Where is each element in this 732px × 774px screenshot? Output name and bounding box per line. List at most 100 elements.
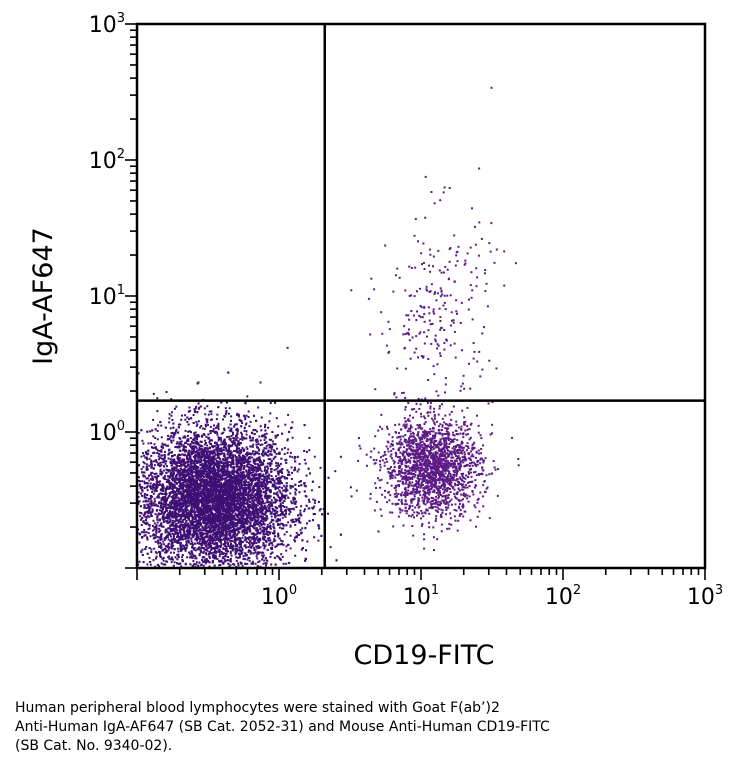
event-dot <box>148 457 151 460</box>
event-dot <box>176 441 179 444</box>
event-dot <box>251 445 254 448</box>
event-dot <box>173 468 176 471</box>
event-dot <box>151 491 154 493</box>
event-dot <box>247 498 250 501</box>
event-dot <box>150 503 153 506</box>
event-dot <box>226 469 229 471</box>
event-dot <box>261 554 264 557</box>
event-dot <box>150 513 153 516</box>
event-dot <box>268 494 271 497</box>
event-dot <box>159 468 162 471</box>
event-dot <box>264 468 267 471</box>
event-dot <box>202 551 205 554</box>
event-dot <box>141 439 144 442</box>
event-dot <box>158 524 161 527</box>
event-dot <box>241 536 244 539</box>
event-dot <box>172 439 175 442</box>
event-dot <box>162 563 165 566</box>
event-dot <box>281 493 284 496</box>
event-dot <box>187 485 190 488</box>
event-dot <box>165 549 168 552</box>
event-dot <box>227 449 230 452</box>
event-dot <box>161 483 164 486</box>
event-dot <box>199 538 202 541</box>
event-dot <box>191 448 194 451</box>
event-dot <box>264 485 267 487</box>
event-dot <box>188 510 191 513</box>
event-dot <box>229 524 232 526</box>
event-dot <box>234 423 236 426</box>
event-dot <box>236 532 239 535</box>
event-dot <box>181 519 184 522</box>
event-dot <box>263 478 266 481</box>
event-dot <box>161 508 164 511</box>
event-dot <box>222 459 225 462</box>
event-dot <box>154 540 157 543</box>
event-dot <box>223 552 226 555</box>
event-dot <box>194 407 197 410</box>
event-dot <box>152 418 155 421</box>
event-dot <box>255 478 258 480</box>
event-dot <box>138 483 141 486</box>
event-dot <box>159 492 162 495</box>
event-dot <box>281 513 284 516</box>
event-dot <box>252 508 255 511</box>
event-dot <box>154 551 157 554</box>
event-dot <box>170 439 172 442</box>
event-dot <box>249 550 252 553</box>
event-dot <box>243 520 246 523</box>
event-dot <box>271 505 274 508</box>
event-dot <box>191 544 194 547</box>
event-dot <box>259 496 261 499</box>
event-dot <box>221 483 224 486</box>
event-dot <box>233 527 235 530</box>
event-dot <box>285 494 288 497</box>
event-dot <box>245 433 248 436</box>
event-dot <box>153 497 156 500</box>
event-dot <box>281 486 284 489</box>
event-dot <box>294 523 297 526</box>
event-dot <box>191 534 194 536</box>
event-dot <box>205 498 208 501</box>
event-dot <box>220 440 223 443</box>
event-dot <box>251 480 254 483</box>
event-dot <box>180 542 182 545</box>
event-dot <box>173 561 176 564</box>
event-dot <box>204 544 207 547</box>
event-dot <box>201 427 204 430</box>
event-dot <box>207 539 210 541</box>
event-dot <box>172 475 175 477</box>
event-dot <box>227 509 230 512</box>
event-dot <box>306 450 308 453</box>
event-dot <box>238 442 241 445</box>
event-dot <box>149 430 152 433</box>
event-dot <box>220 498 223 501</box>
event-dot <box>202 504 205 507</box>
event-dot <box>203 550 206 553</box>
event-dot <box>183 495 186 498</box>
event-dot <box>229 552 232 555</box>
event-dot <box>183 498 186 501</box>
event-dot <box>175 464 178 467</box>
event-dot <box>172 501 175 504</box>
event-dot <box>237 494 240 497</box>
event-dot <box>276 555 279 558</box>
event-dot <box>169 436 172 439</box>
event-dot <box>188 541 190 544</box>
event-dot <box>259 444 262 447</box>
event-dot <box>272 477 274 480</box>
event-dot <box>229 445 232 448</box>
event-dot <box>166 513 169 516</box>
event-dot <box>234 545 237 548</box>
event-dot <box>193 526 196 529</box>
event-dot <box>165 551 168 554</box>
event-dot <box>232 463 235 466</box>
event-dot <box>152 492 155 495</box>
event-dot <box>163 465 166 468</box>
event-dot <box>251 525 254 527</box>
event-dot <box>161 454 163 457</box>
event-dot <box>164 462 167 465</box>
event-dot <box>276 499 279 502</box>
event-dot <box>197 451 200 454</box>
event-dot <box>272 509 275 512</box>
